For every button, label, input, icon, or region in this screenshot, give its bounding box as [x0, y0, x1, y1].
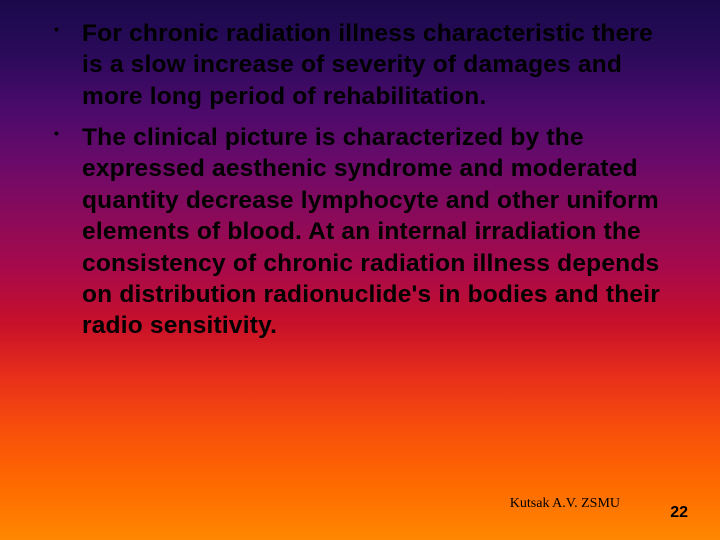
- bullet-item: The clinical picture is characterized by…: [40, 122, 680, 342]
- slide: For chronic radiation illness characteri…: [0, 0, 720, 540]
- page-number: 22: [670, 504, 688, 522]
- footer-author: Kutsak A.V. ZSMU: [510, 496, 620, 512]
- bullet-item: For chronic radiation illness characteri…: [40, 18, 680, 112]
- bullet-list: For chronic radiation illness characteri…: [40, 18, 680, 342]
